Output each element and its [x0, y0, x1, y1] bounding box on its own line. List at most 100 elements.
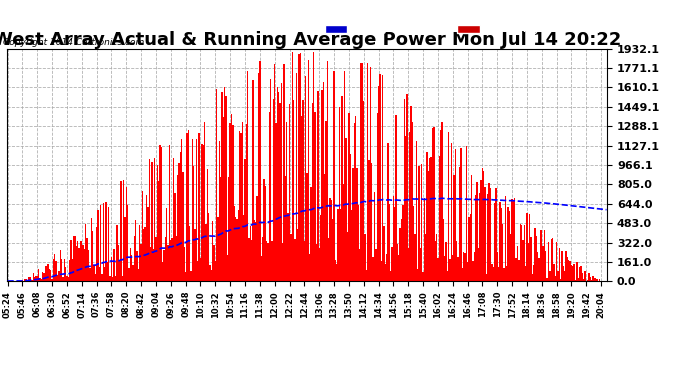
Bar	[326, 61, 328, 281]
Bar	[414, 234, 415, 281]
Bar	[144, 227, 146, 281]
Bar	[487, 194, 489, 281]
Bar	[55, 261, 57, 281]
Bar	[117, 245, 119, 281]
Bar	[297, 229, 298, 281]
Bar	[564, 271, 565, 281]
Bar	[12, 280, 14, 281]
Bar	[502, 224, 503, 281]
Bar	[169, 145, 170, 281]
Bar	[306, 173, 308, 281]
Bar	[150, 248, 151, 281]
Bar	[54, 254, 55, 281]
Bar	[517, 246, 518, 281]
Bar	[188, 130, 189, 281]
Bar	[445, 242, 446, 281]
Bar	[93, 265, 95, 281]
Bar	[315, 112, 316, 281]
Bar	[132, 264, 134, 281]
Bar	[356, 168, 357, 281]
Bar	[232, 125, 233, 281]
Bar	[275, 123, 277, 281]
Bar	[590, 278, 591, 281]
Bar	[506, 266, 507, 281]
Legend: Average  (DC Watts), West Array  (DC Watts): Average (DC Watts), West Array (DC Watts…	[323, 23, 602, 36]
Bar	[371, 163, 373, 281]
Bar	[75, 236, 76, 281]
Bar	[333, 71, 335, 281]
Bar	[591, 280, 592, 281]
Bar	[190, 271, 192, 281]
Bar	[139, 225, 141, 281]
Bar	[212, 222, 213, 281]
Bar	[457, 257, 459, 281]
Bar	[335, 260, 336, 281]
Bar	[282, 243, 284, 281]
Bar	[58, 271, 59, 281]
Bar	[174, 193, 175, 281]
Bar	[165, 237, 166, 281]
Bar	[491, 264, 493, 281]
Bar	[553, 264, 555, 281]
Bar	[422, 272, 424, 281]
Bar	[533, 265, 534, 281]
Bar	[482, 168, 483, 281]
Bar	[542, 246, 544, 281]
Bar	[24, 279, 26, 281]
Bar	[360, 63, 362, 281]
Bar	[226, 96, 227, 281]
Bar	[119, 261, 120, 281]
Bar	[596, 279, 598, 281]
Bar	[555, 276, 556, 281]
Bar	[143, 230, 144, 281]
Bar	[493, 267, 494, 281]
Bar	[421, 165, 422, 281]
Bar	[99, 267, 100, 281]
Bar	[292, 53, 293, 281]
Bar	[332, 219, 333, 281]
Bar	[475, 195, 476, 281]
Bar	[325, 121, 326, 281]
Bar	[509, 211, 510, 281]
Bar	[220, 177, 221, 281]
Bar	[312, 103, 313, 281]
Bar	[123, 180, 124, 281]
Bar	[248, 238, 250, 281]
Bar	[131, 255, 132, 281]
Bar	[288, 213, 289, 281]
Bar	[546, 278, 548, 281]
Bar	[357, 205, 359, 281]
Bar	[199, 132, 200, 281]
Bar	[336, 264, 337, 281]
Bar	[551, 239, 552, 281]
Bar	[498, 267, 500, 281]
Bar	[404, 99, 405, 281]
Bar	[559, 248, 560, 281]
Bar	[572, 266, 573, 281]
Bar	[460, 148, 462, 281]
Bar	[511, 200, 513, 281]
Bar	[104, 267, 106, 281]
Bar	[483, 171, 484, 281]
Bar	[598, 280, 599, 281]
Bar	[453, 174, 455, 281]
Bar	[209, 264, 210, 281]
Bar	[456, 241, 457, 281]
Bar	[384, 264, 386, 281]
Bar	[328, 238, 329, 281]
Bar	[236, 219, 237, 281]
Bar	[592, 276, 593, 281]
Bar	[290, 234, 292, 281]
Bar	[271, 241, 273, 281]
Bar	[68, 278, 69, 281]
Bar	[308, 60, 309, 281]
Bar	[401, 219, 402, 281]
Bar	[152, 249, 154, 281]
Bar	[155, 237, 157, 281]
Bar	[258, 72, 259, 281]
Bar	[526, 213, 528, 281]
Bar	[352, 168, 353, 281]
Bar	[525, 266, 526, 281]
Bar	[294, 239, 295, 281]
Bar	[595, 278, 596, 281]
